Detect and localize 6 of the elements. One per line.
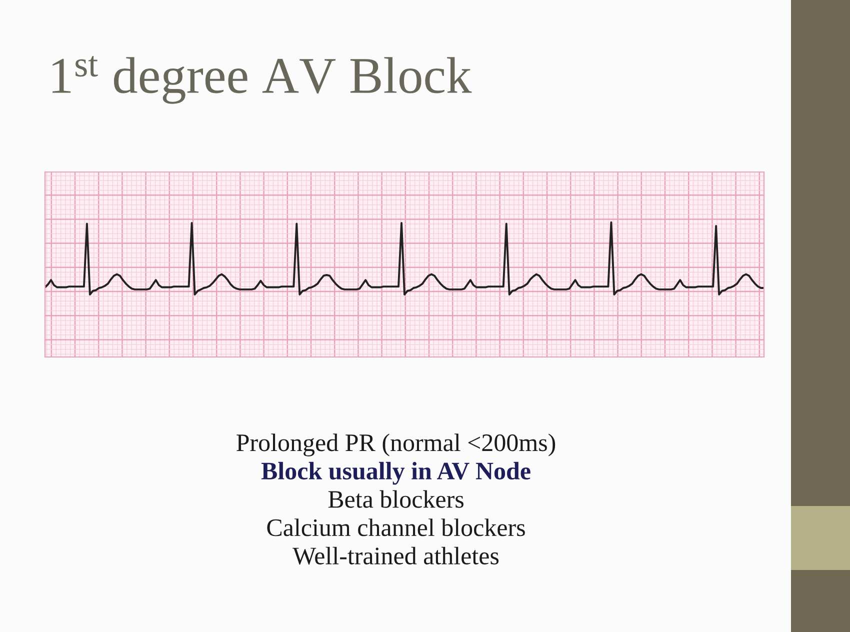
- chart-title: 1$^{st}$ degree AV Block: [52, 56, 472, 104]
- text: Prolonged PR (normal <200ms): [236, 434, 556, 456]
- text: Calcium channel blockers: [267, 518, 525, 536]
- text: Beta blockers: [328, 490, 464, 508]
- text: Block usually in AV Node: [261, 462, 530, 485]
- text: Well-trained athletes: [292, 546, 499, 565]
